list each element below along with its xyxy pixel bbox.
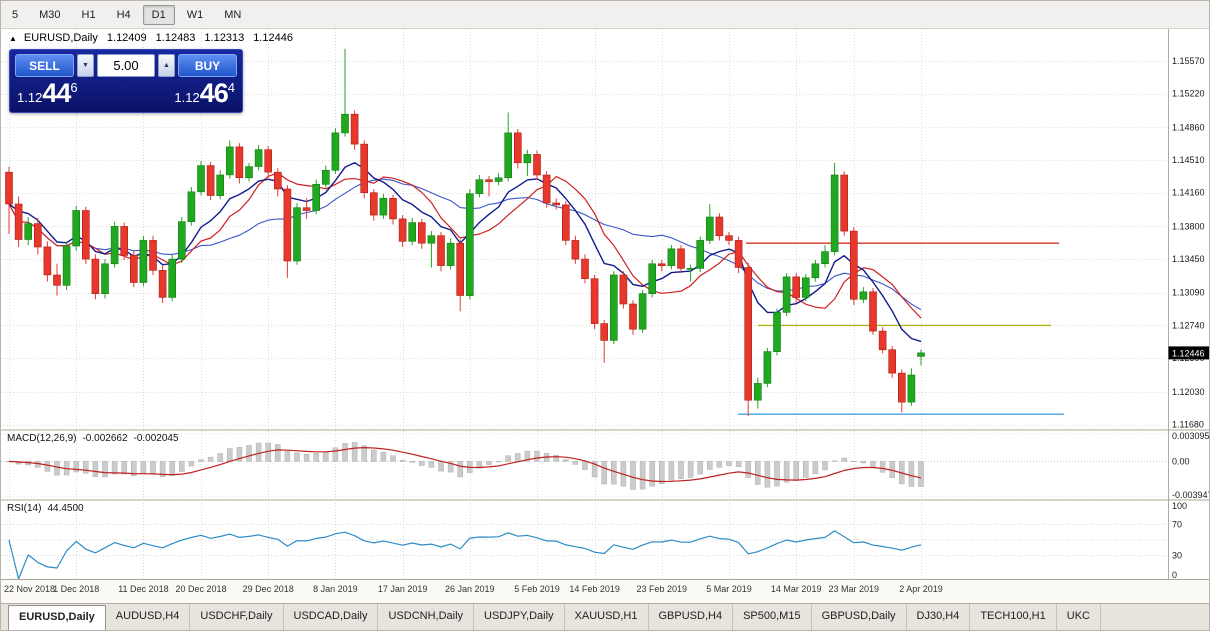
buy-price[interactable]: 1.12 46 4 xyxy=(174,80,235,107)
svg-text:1.14860: 1.14860 xyxy=(1172,122,1205,132)
buy-price-point: 4 xyxy=(227,80,235,95)
volume-increase-icon[interactable]: ▲ xyxy=(158,54,175,77)
chart-tabs-bar: EURUSD,Daily AUDUSD,H4 USDCHF,Daily USDCAD,… xyxy=(1,603,1209,630)
svg-text:1.13450: 1.13450 xyxy=(1172,254,1205,264)
macd-value: -0.002662 xyxy=(82,433,128,444)
timeframe-button-W1[interactable]: W1 xyxy=(186,8,204,21)
buy-price-pips: 46 xyxy=(199,78,229,108)
svg-text:29 Dec 2018: 29 Dec 2018 xyxy=(243,584,294,594)
volume-decrease-icon[interactable]: ▼ xyxy=(77,54,94,77)
info-bar: ▲ EURUSD,Daily 1.12409 1.12483 1.12313 1… xyxy=(9,32,293,44)
chart-tab-USDJPY-Daily[interactable]: USDJPY,Daily xyxy=(474,604,565,630)
svg-text:1 Dec 2018: 1 Dec 2018 xyxy=(53,584,99,594)
chart-tab-UKC[interactable]: UKC xyxy=(1057,604,1101,630)
ohlc-close: 1.12446 xyxy=(253,32,293,44)
chart-canvas[interactable]: 1.15570 1.15220 1.14860 1.14510 1.14160 1.138… xyxy=(1,29,1210,605)
price-axis: 1.15570 1.15220 1.14860 1.14510 1.14160 1.138… xyxy=(1172,56,1205,430)
buy-price-prefix: 1.12 xyxy=(174,90,200,105)
timeframe-button-M30[interactable]: M30 xyxy=(39,8,61,21)
chart-tab-DJ30-H4[interactable]: DJ30,H4 xyxy=(907,604,971,630)
svg-text:17 Jan 2019: 17 Jan 2019 xyxy=(378,584,428,594)
chart-tab-USDCHF-Daily[interactable]: USDCHF,Daily xyxy=(190,604,284,630)
svg-text:26 Jan 2019: 26 Jan 2019 xyxy=(445,584,495,594)
macd-indicator-label: MACD(12,26,9) -0.002662 -0.002045 xyxy=(7,433,185,444)
symbol-period-label: EURUSD,Daily xyxy=(23,32,98,44)
svg-text:23 Mar 2019: 23 Mar 2019 xyxy=(829,584,880,594)
timeframe-button-D1[interactable]: D1 xyxy=(142,4,175,25)
svg-text:0.003095: 0.003095 xyxy=(1172,431,1210,441)
sell-price-prefix: 1.12 xyxy=(17,90,43,105)
sell-price-pips: 44 xyxy=(42,78,71,108)
chart-tab-TECH100-H1[interactable]: TECH100,H1 xyxy=(970,604,1057,630)
svg-text:1.12030: 1.12030 xyxy=(1172,387,1205,397)
rsi-pane xyxy=(8,530,922,580)
rsi-value: 44.4500 xyxy=(47,503,84,514)
sell-price-point: 6 xyxy=(70,80,78,95)
sell-price[interactable]: 1.12 44 6 xyxy=(17,80,78,107)
svg-text:70: 70 xyxy=(1172,519,1182,529)
macd-signal-value: -0.002045 xyxy=(133,433,179,444)
chart-tab-GBPUSD-H4[interactable]: GBPUSD,H4 xyxy=(649,604,734,630)
svg-text:20 Dec 2018: 20 Dec 2018 xyxy=(175,584,226,594)
timeframe-button-MN[interactable]: MN xyxy=(224,8,242,21)
svg-text:1.14160: 1.14160 xyxy=(1172,188,1205,198)
chart-tab-SP500-M15[interactable]: SP500,M15 xyxy=(733,604,812,630)
timeframe-button-H1[interactable]: H1 xyxy=(81,8,96,21)
sell-button[interactable]: SELL xyxy=(15,54,74,77)
ohlc-high: 1.12483 xyxy=(155,32,196,44)
chart-objects[interactable] xyxy=(738,242,1064,415)
rsi-axis: 100 70 30 0 xyxy=(1172,501,1187,580)
svg-text:14 Mar 2019: 14 Mar 2019 xyxy=(771,584,822,594)
svg-text:22 Nov 2018: 22 Nov 2018 xyxy=(4,584,55,594)
svg-text:1.12740: 1.12740 xyxy=(1172,320,1205,330)
svg-text:2 Apr 2019: 2 Apr 2019 xyxy=(899,584,943,594)
candlesticks xyxy=(5,48,925,417)
one-click-trade-panel: SELL ▼ ▲ BUY 1.12 44 6 1.12 46 4 xyxy=(9,49,243,113)
svg-text:1.11680: 1.11680 xyxy=(1172,420,1204,430)
svg-text:100: 100 xyxy=(1172,501,1187,511)
svg-text:1.15570: 1.15570 xyxy=(1172,56,1205,66)
macd-axis: 0.003095 0.00 -0.003947 xyxy=(1172,431,1210,500)
moving-averages xyxy=(8,161,922,343)
chart-tab-EURUSD-Daily[interactable]: EURUSD,Daily xyxy=(8,605,106,630)
ohlc-low: 1.12313 xyxy=(204,32,245,44)
timeframe-button-5[interactable]: 5 xyxy=(12,8,19,21)
svg-text:1.13800: 1.13800 xyxy=(1172,221,1205,231)
chart-tab-USDCNH-Daily[interactable]: USDCNH,Daily xyxy=(378,604,475,630)
svg-text:0.00: 0.00 xyxy=(1172,456,1190,466)
svg-text:1.12446: 1.12446 xyxy=(1172,348,1205,358)
rsi-name: RSI(14) xyxy=(7,503,42,514)
volume-input[interactable] xyxy=(97,54,155,77)
svg-text:5 Feb 2019: 5 Feb 2019 xyxy=(514,584,560,594)
macd-name: MACD(12,26,9) xyxy=(7,433,77,444)
current-price-tag: 1.12446 xyxy=(1168,346,1209,360)
svg-text:23 Feb 2019: 23 Feb 2019 xyxy=(637,584,688,594)
ohlc-open: 1.12409 xyxy=(106,32,147,44)
svg-text:5 Mar 2019: 5 Mar 2019 xyxy=(706,584,752,594)
rsi-indicator-label: RSI(14) 44.4500 xyxy=(7,503,90,514)
timeframe-toolbar: 5 M30 H1 H4 D1 W1 MN xyxy=(1,1,1209,29)
buy-button[interactable]: BUY xyxy=(178,54,237,77)
collapse-panel-icon[interactable]: ▲ xyxy=(9,33,17,43)
svg-text:1.13090: 1.13090 xyxy=(1172,288,1205,298)
svg-text:14 Feb 2019: 14 Feb 2019 xyxy=(569,584,620,594)
chart-tab-GBPUSD-Daily[interactable]: GBPUSD,Daily xyxy=(812,604,907,630)
svg-text:8 Jan 2019: 8 Jan 2019 xyxy=(313,584,358,594)
chart-tab-AUDUSD-H4[interactable]: AUDUSD,H4 xyxy=(106,604,191,630)
svg-text:30: 30 xyxy=(1172,551,1182,561)
chart-tab-USDCAD-Daily[interactable]: USDCAD,Daily xyxy=(284,604,379,630)
macd-pane xyxy=(6,442,924,490)
timeframe-button-H4[interactable]: H4 xyxy=(116,8,131,21)
chart-tab-XAUUSD-H1[interactable]: XAUUSD,H1 xyxy=(565,604,649,630)
svg-text:1.14510: 1.14510 xyxy=(1172,155,1205,165)
svg-text:1.15220: 1.15220 xyxy=(1172,89,1205,99)
svg-text:-0.003947: -0.003947 xyxy=(1172,490,1210,500)
chart-area: 1.15570 1.15220 1.14860 1.14510 1.14160 1.138… xyxy=(1,29,1210,605)
svg-text:11 Dec 2018: 11 Dec 2018 xyxy=(118,584,168,594)
svg-text:0: 0 xyxy=(1172,570,1177,580)
